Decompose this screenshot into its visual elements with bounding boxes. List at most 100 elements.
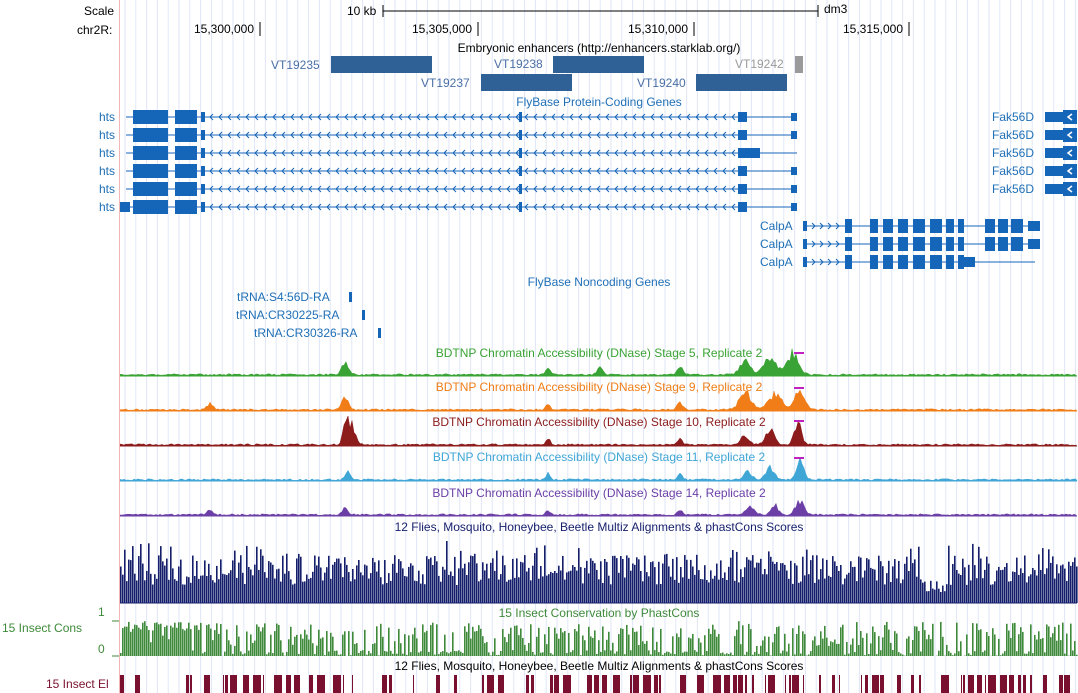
cons-bar <box>570 652 572 656</box>
multiz-bar <box>276 569 278 603</box>
cons-bar <box>816 645 818 656</box>
cons-bar <box>1048 626 1050 656</box>
cons-bar <box>774 633 776 656</box>
enhancer-label[interactable]: VT19237 <box>421 76 470 90</box>
enhancer-label[interactable]: VT19242 <box>735 57 784 71</box>
track-title-dnase-stage10[interactable]: BDTNP Chromatin Accessibility (DNase) St… <box>432 415 766 429</box>
gene-label-hts[interactable]: hts <box>99 164 116 178</box>
gene-label-fak56d[interactable]: Fak56D <box>992 182 1035 196</box>
multiz-bar <box>1066 580 1068 603</box>
cons-bar <box>184 630 186 656</box>
strand-chevron <box>434 149 439 157</box>
multiz-bar <box>132 546 134 603</box>
strand-chevron <box>398 167 403 175</box>
track-title-dnase-stage11[interactable]: BDTNP Chromatin Accessibility (DNase) St… <box>432 450 766 464</box>
multiz-bar <box>200 575 202 603</box>
multiz-bar <box>1024 555 1026 603</box>
strand-chevron <box>677 203 682 211</box>
strand-chevron <box>704 113 709 121</box>
gene-label-fak56d[interactable]: Fak56D <box>992 146 1035 160</box>
enhancer-label[interactable]: VT19235 <box>271 58 320 72</box>
cons-bar <box>420 651 422 656</box>
track-title-enhancers[interactable]: Embryonic enhancers (http://enhancers.st… <box>457 41 741 55</box>
multiz-bar <box>834 561 836 603</box>
strand-chevron <box>443 131 448 139</box>
cons-bar <box>440 652 442 656</box>
cons-bar <box>558 638 560 656</box>
track-title-dnase-stage5[interactable]: BDTNP Chromatin Accessibility (DNase) St… <box>435 346 763 360</box>
cons-bar <box>468 623 470 656</box>
multiz-bar <box>756 562 758 603</box>
gene-label-hts[interactable]: hts <box>99 146 116 160</box>
multiz-bar <box>854 566 856 603</box>
exon <box>519 148 522 158</box>
gene-label-hts[interactable]: hts <box>99 200 116 214</box>
strand-chevron <box>362 131 367 139</box>
enhancer-label[interactable]: VT19238 <box>494 57 543 71</box>
multiz-bar <box>824 578 826 603</box>
gene-label-fak56d[interactable]: Fak56D <box>992 164 1035 178</box>
gene-label-hts[interactable]: hts <box>99 110 116 124</box>
track-title-flybase-noncoding[interactable]: FlyBase Noncoding Genes <box>527 275 671 289</box>
strand-chevron <box>416 113 421 121</box>
strand-chevron <box>713 185 718 193</box>
multiz-bar <box>248 567 250 603</box>
track-title-dnase-stage14[interactable]: BDTNP Chromatin Accessibility (DNase) St… <box>432 486 766 500</box>
cons-bar <box>1016 651 1018 656</box>
enhancer-label[interactable]: VT19240 <box>637 76 686 90</box>
track-title-dnase-stage9[interactable]: BDTNP Chromatin Accessibility (DNase) St… <box>435 380 763 394</box>
strand-chevron <box>650 203 655 211</box>
cons-bar <box>478 625 480 656</box>
exon <box>1045 148 1063 158</box>
cons-bar <box>932 623 934 656</box>
multiz-bar <box>642 581 644 603</box>
multiz-bar <box>222 573 224 603</box>
cons-bar <box>952 655 954 656</box>
track-title-insect-cons[interactable]: 15 Insect Conservation by PhastCons <box>498 606 700 620</box>
noncoding-gene-label[interactable]: tRNA:S4:56D-RA <box>237 290 330 304</box>
gene-label-fak56d[interactable]: Fak56D <box>992 128 1035 142</box>
track-title-flybase-coding[interactable]: FlyBase Protein-Coding Genes <box>516 95 682 109</box>
exon <box>930 255 942 269</box>
gene-label-calpa[interactable]: CalpA <box>760 219 793 233</box>
strand-chevron <box>434 185 439 193</box>
strand-chevron <box>722 203 727 211</box>
cons-bar <box>680 628 682 656</box>
exon <box>1011 237 1023 251</box>
strand-chevron <box>407 185 412 193</box>
multiz-bar <box>738 582 740 603</box>
track-title-insect-el[interactable]: 12 Flies, Mosquito, Honeybee, Beetle Mul… <box>394 659 804 673</box>
cons-bar <box>1070 623 1072 656</box>
multiz-bar <box>560 570 562 603</box>
noncoding-gene-label[interactable]: tRNA:CR30326-RA <box>254 326 358 340</box>
multiz-bar <box>236 577 238 603</box>
strand-chevron <box>596 203 601 211</box>
exon <box>738 202 747 212</box>
multiz-bar <box>1056 564 1058 603</box>
strand-chevron <box>218 185 223 193</box>
noncoding-gene-label[interactable]: tRNA:CR30225-RA <box>236 308 340 322</box>
element-block <box>968 675 974 693</box>
exon <box>175 128 197 142</box>
track-title-multiz[interactable]: 12 Flies, Mosquito, Honeybee, Beetle Mul… <box>394 520 804 534</box>
multiz-bar <box>1002 569 1004 603</box>
multiz-bar <box>952 564 954 603</box>
gene-label-calpa[interactable]: CalpA <box>760 255 793 269</box>
cons-bar <box>814 636 816 656</box>
cons-bar <box>304 629 306 656</box>
gene-label-calpa[interactable]: CalpA <box>760 237 793 251</box>
gene-label-fak56d[interactable]: Fak56D <box>992 110 1035 124</box>
strand-chevron <box>470 203 475 211</box>
gene-label-hts[interactable]: hts <box>99 128 116 142</box>
strand-chevron <box>506 113 511 121</box>
left-label-insect-cons[interactable]: 15 Insect Cons <box>2 621 83 635</box>
cons-bar <box>742 625 744 656</box>
gene-label-hts[interactable]: hts <box>99 182 116 196</box>
cons-bar <box>670 653 672 656</box>
multiz-bar <box>162 561 164 603</box>
multiz-bar <box>476 563 478 603</box>
cons-bar <box>212 640 214 656</box>
left-label-insect-el[interactable]: 15 Insect El <box>46 677 109 691</box>
